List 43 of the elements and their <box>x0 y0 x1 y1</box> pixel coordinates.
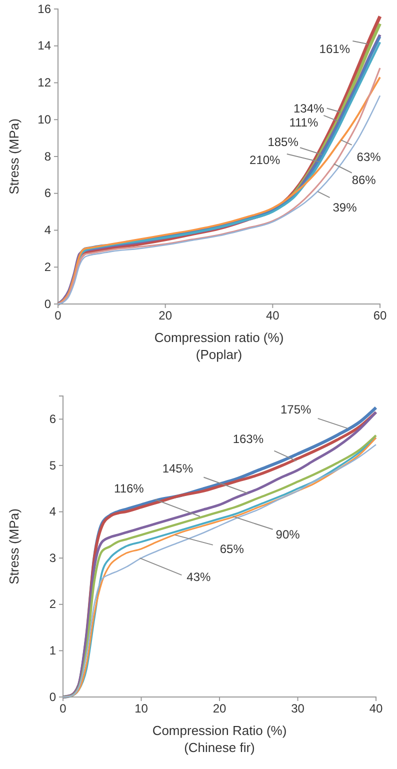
y-tick-label: 4 <box>49 504 56 519</box>
x-tick-label: 60 <box>373 308 387 323</box>
annotation: 65% <box>220 542 244 556</box>
y-axis-title: Stress (MPa) <box>6 508 22 584</box>
annotation: 43% <box>186 570 212 584</box>
y-tick-label: 8 <box>44 149 52 164</box>
annotation: 161% <box>319 42 350 56</box>
y-tick-label: 4 <box>44 223 52 238</box>
annotation: 86% <box>352 173 376 188</box>
y-tick-label: 0 <box>44 296 52 311</box>
annotation: 163% <box>232 432 264 446</box>
y-tick-label: 3 <box>49 550 56 565</box>
annotation: 111% <box>289 116 318 130</box>
y-tick-label: 10 <box>38 112 52 126</box>
y-tick-label: 2 <box>49 597 56 612</box>
x-axis-title: Compression Ratio (%) (Chinese fir) <box>152 723 287 755</box>
x-tick-label: 30 <box>291 702 305 716</box>
x-tick-label: 20 <box>212 702 226 716</box>
x-axis-title: Compression ratio (%) (Poplar) <box>154 330 284 362</box>
x-tick-label: 20 <box>158 308 172 323</box>
annotation: 185% <box>268 134 299 149</box>
x-tick-label: 10 <box>134 702 148 716</box>
y-tick-label: 6 <box>49 412 56 426</box>
y-tick-label: 14 <box>38 38 52 53</box>
y-tick-label: 12 <box>38 76 52 90</box>
x-tick-label: 0 <box>60 702 67 716</box>
annotation: 116% <box>114 482 144 496</box>
x-tick-label: 40 <box>266 308 280 323</box>
y-tick-label: 6 <box>44 186 52 200</box>
annotation: 134% <box>293 101 324 116</box>
y-tick-label: 5 <box>49 458 56 472</box>
annotation: 210% <box>250 153 281 168</box>
annotation: 175% <box>280 402 312 417</box>
y-tick-label: 2 <box>44 260 52 274</box>
x-tick-label: 40 <box>369 702 383 716</box>
annotation: 145% <box>162 461 194 476</box>
y-tick-label: 1 <box>49 644 56 658</box>
y-axis-title: Stress (MPa) <box>6 118 22 194</box>
annotation: 39% <box>332 200 358 215</box>
y-tick-label: 0 <box>49 690 56 704</box>
y-tick-label: 16 <box>38 2 52 16</box>
annotation: 90% <box>276 528 300 542</box>
annotation: 63% <box>356 150 382 164</box>
